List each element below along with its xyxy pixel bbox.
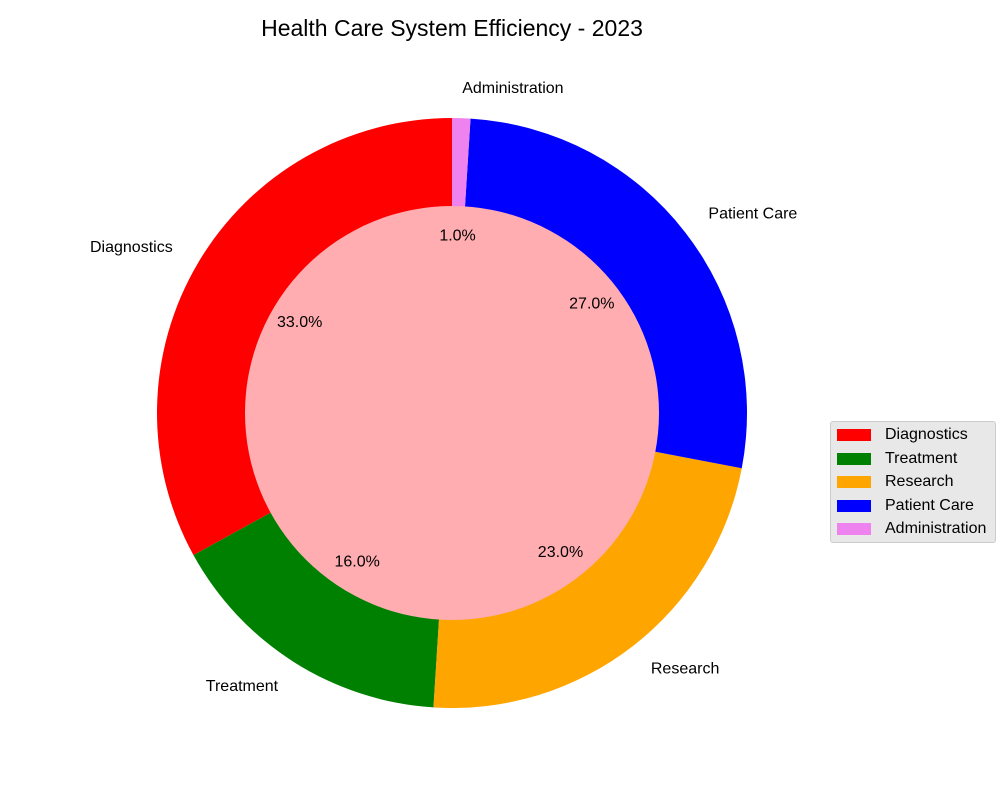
percent-research: 23.0% <box>538 544 583 561</box>
label-patient-care: Patient Care <box>708 205 797 222</box>
label-treatment: Treatment <box>206 678 279 695</box>
legend-swatch <box>837 523 871 535</box>
label-administration: Administration <box>462 80 563 97</box>
legend-swatch <box>837 499 871 512</box>
label-research: Research <box>651 661 719 678</box>
legend-item-administration: Administration <box>837 519 986 539</box>
slice-percent-labels: 33.0% 16.0% 23.0% 27.0% 1.0% <box>277 227 615 570</box>
slice-labels: Diagnostics Treatment Research Patient Care… <box>90 80 797 695</box>
percent-diagnostics: 33.0% <box>277 314 322 331</box>
donut-center <box>245 206 659 620</box>
chart-title: Health Care System Efficiency - 2023 <box>261 15 643 41</box>
legend-label: Patient Care <box>885 496 974 514</box>
legend-item-diagnostics: Diagnostics <box>837 425 968 445</box>
legend-swatch <box>837 476 871 488</box>
percent-patient-care: 27.0% <box>569 296 614 313</box>
label-diagnostics: Diagnostics <box>90 239 173 256</box>
legend-item-patient-care: Patient Care <box>837 496 974 516</box>
legend-item-research: Research <box>837 472 953 492</box>
legend-label: Treatment <box>885 449 958 467</box>
percent-treatment: 16.0% <box>334 554 379 571</box>
legend-label: Administration <box>885 520 987 537</box>
legend-swatch <box>837 452 871 465</box>
legend: Diagnostics Treatment Research Patient Care… <box>830 421 996 543</box>
legend-label: Research <box>885 473 954 490</box>
legend-label: Diagnostics <box>885 426 968 443</box>
legend-item-treatment: Treatment <box>837 449 957 469</box>
legend-swatch <box>837 429 871 441</box>
percent-administration: 1.0% <box>439 227 475 244</box>
